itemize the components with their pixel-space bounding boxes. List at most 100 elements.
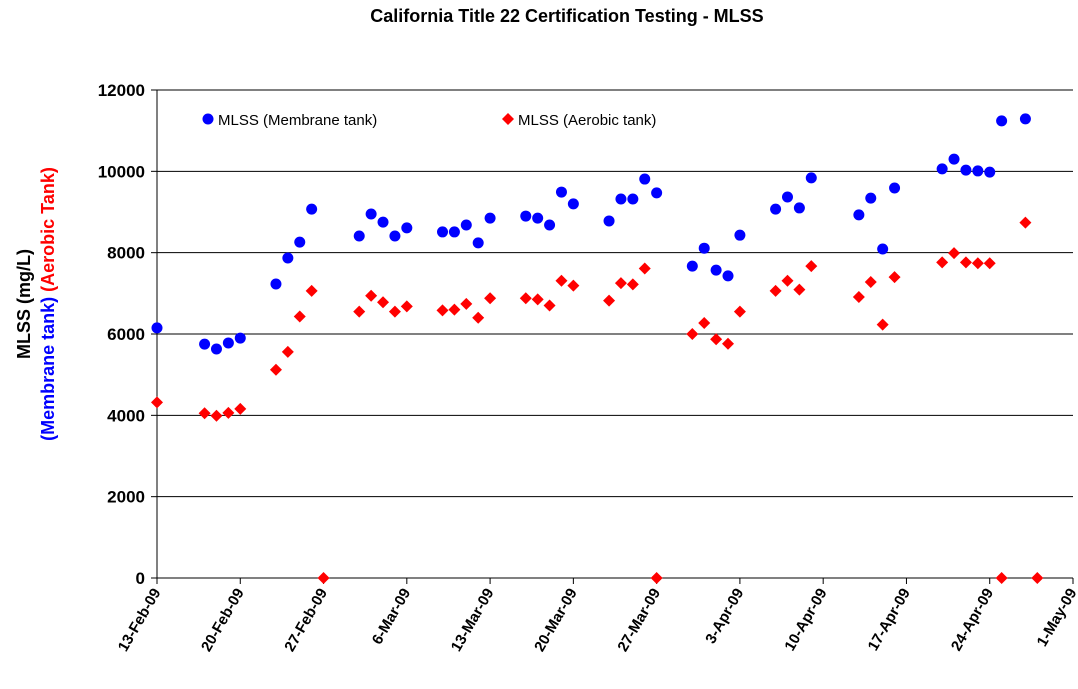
circle-point <box>805 172 817 184</box>
circle-point <box>651 187 663 199</box>
diamond-point <box>852 290 865 303</box>
diamond-point <box>377 296 390 309</box>
diamond-point <box>638 262 651 275</box>
circle-point <box>889 182 901 194</box>
diamond-point <box>317 572 330 584</box>
circle-point <box>948 153 960 165</box>
diamond-point <box>555 274 568 287</box>
diamond-point <box>983 257 996 270</box>
circle-point <box>437 226 449 238</box>
circle-point <box>555 186 567 198</box>
y-axis-subtitle-part: (Aerobic Tank) <box>38 167 58 292</box>
x-tick-label: 20-Feb-09 <box>198 586 248 655</box>
x-tick-label: 10-Apr-09 <box>781 586 830 654</box>
diamond-point <box>281 345 294 358</box>
circle-point <box>567 198 579 210</box>
circle-point <box>460 219 472 231</box>
diamond-point <box>400 300 413 313</box>
diamond-point <box>531 293 544 306</box>
diamond-point <box>234 402 247 415</box>
y-axis-title: MLSS (mg/L) <box>14 249 34 359</box>
diamond-point <box>793 283 806 296</box>
diamond-point <box>269 363 282 376</box>
diamond-point <box>305 284 318 297</box>
x-tick-label: 1-May-09 <box>1034 586 1078 650</box>
diamond-point <box>448 303 461 316</box>
diamond-point <box>543 299 556 312</box>
diamond-point <box>876 318 889 331</box>
diamond-point <box>733 305 746 318</box>
y-tick-label: 0 <box>136 569 145 588</box>
diamond-point <box>805 260 818 273</box>
diamond-point <box>519 292 532 305</box>
x-tick-label: 13-Feb-09 <box>115 586 165 655</box>
diamond-point <box>1031 572 1044 584</box>
circle-point <box>448 226 460 238</box>
legend-label: MLSS (Aerobic tank) <box>518 112 656 129</box>
legend-marker <box>502 113 514 125</box>
diamond-point <box>936 256 949 269</box>
legend-label: MLSS (Membrane tank) <box>218 112 377 129</box>
circle-point <box>306 203 318 215</box>
circle-point <box>984 166 996 178</box>
circle-point <box>484 212 496 224</box>
circle-point <box>877 243 889 255</box>
circle-point <box>222 337 234 349</box>
x-tick-label: 13-Mar-09 <box>448 586 498 655</box>
y-tick-label: 6000 <box>107 325 145 344</box>
x-tick-label: 27-Feb-09 <box>281 586 331 655</box>
diamond-point <box>436 304 449 317</box>
circle-point <box>377 216 389 228</box>
diamond-point <box>995 572 1008 584</box>
diamond-point <box>710 333 723 346</box>
diamond-point <box>722 337 735 350</box>
diamond-point <box>686 328 699 340</box>
x-tick-label: 17-Apr-09 <box>865 586 914 654</box>
circle-point <box>793 202 805 214</box>
circle-point <box>734 229 746 241</box>
circle-point <box>865 192 877 204</box>
x-tick-label: 3-Apr-09 <box>702 586 747 647</box>
diamond-point <box>864 275 877 288</box>
circle-point <box>199 338 211 350</box>
circle-point <box>603 215 615 227</box>
y-tick-label: 4000 <box>107 406 145 425</box>
diamond-point <box>472 311 485 324</box>
diamond-point <box>971 257 984 270</box>
diamond-point <box>353 305 366 318</box>
circle-point <box>615 193 627 205</box>
circle-point <box>722 270 734 282</box>
diamond-point <box>1019 216 1032 229</box>
diamond-point <box>626 278 639 291</box>
circle-point <box>627 193 639 205</box>
circle-point <box>853 209 865 221</box>
circle-point <box>365 208 377 220</box>
circle-point <box>972 165 984 177</box>
circle-point <box>282 252 294 264</box>
diamond-point <box>650 572 663 584</box>
circle-point <box>210 343 222 355</box>
circle-point <box>936 163 948 175</box>
circle-point <box>770 203 782 215</box>
x-tick-label: 6-Mar-09 <box>369 586 415 648</box>
circle-point <box>639 173 651 185</box>
y-tick-label: 2000 <box>107 488 145 507</box>
diamond-point <box>948 247 961 260</box>
circle-point <box>389 230 401 242</box>
x-tick-label: 27-Mar-09 <box>614 586 664 655</box>
circle-point <box>270 278 282 290</box>
diamond-point <box>293 310 306 323</box>
y-tick-label: 10000 <box>98 162 145 181</box>
circle-point <box>698 242 710 254</box>
circle-point <box>710 264 722 276</box>
circle-point <box>996 115 1008 127</box>
diamond-point <box>365 289 378 302</box>
diamond-point <box>959 256 972 269</box>
diamond-point <box>460 297 473 310</box>
circle-point <box>544 219 556 231</box>
circle-point <box>401 222 413 234</box>
diamond-point <box>484 292 497 305</box>
diamond-point <box>888 271 901 284</box>
diamond-point <box>222 406 235 419</box>
